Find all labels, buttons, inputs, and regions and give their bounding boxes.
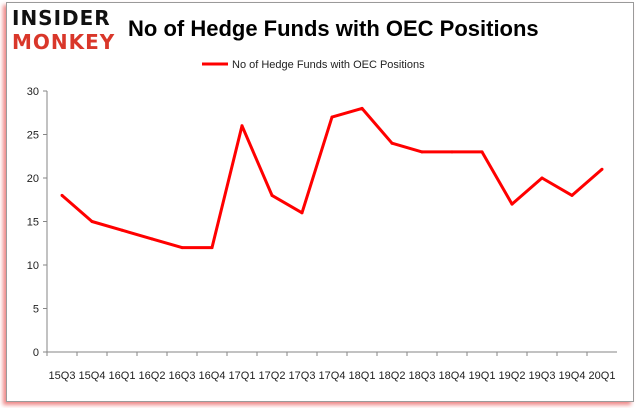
data-point xyxy=(540,176,544,180)
x-tick-label: 18Q3 xyxy=(409,370,436,382)
y-tick-label: 10 xyxy=(27,260,39,272)
x-tick-label: 16Q2 xyxy=(139,370,166,382)
data-point xyxy=(480,150,484,154)
data-point xyxy=(180,246,184,250)
x-tick-label: 19Q1 xyxy=(469,370,496,382)
x-tick-label: 15Q4 xyxy=(79,370,106,382)
y-tick-label: 30 xyxy=(27,86,39,98)
data-point xyxy=(120,228,124,232)
x-tick-label: 16Q4 xyxy=(199,370,226,382)
series-line xyxy=(61,106,603,250)
x-tick-label: 19Q4 xyxy=(559,370,586,382)
x-tick-label: 18Q1 xyxy=(349,370,376,382)
x-tick-label: 17Q4 xyxy=(319,370,346,382)
data-point xyxy=(150,237,154,241)
data-point xyxy=(330,115,334,119)
data-point xyxy=(420,150,424,154)
x-tick-label: 17Q2 xyxy=(259,370,286,382)
y-tick-label: 0 xyxy=(33,347,39,359)
x-tick-label: 16Q3 xyxy=(169,370,196,382)
data-point xyxy=(240,124,244,128)
x-tick-label: 19Q2 xyxy=(499,370,526,382)
data-point xyxy=(60,193,64,197)
x-tick-label: 18Q2 xyxy=(379,370,406,382)
data-point xyxy=(210,246,214,250)
x-tick-label: 19Q3 xyxy=(529,370,556,382)
chart-frame xyxy=(6,2,634,402)
x-tick-label: 18Q4 xyxy=(439,370,466,382)
x-tick-label: 20Q1 xyxy=(589,370,616,382)
logo-line2: MONKEY xyxy=(12,30,115,54)
data-point xyxy=(360,106,364,110)
data-point xyxy=(450,150,454,154)
y-tick-label: 15 xyxy=(27,217,39,229)
x-tick-label: 17Q3 xyxy=(289,370,316,382)
y-tick-label: 5 xyxy=(33,304,39,316)
data-point xyxy=(90,220,94,223)
data-point xyxy=(510,202,514,206)
data-point xyxy=(390,141,394,145)
x-tick-label: 16Q1 xyxy=(109,370,136,382)
chart-title: No of Hedge Funds with OEC Positions xyxy=(128,16,539,41)
data-point xyxy=(600,167,604,171)
data-point xyxy=(300,211,304,215)
y-tick-label: 25 xyxy=(27,130,39,142)
y-tick-label: 20 xyxy=(27,173,39,185)
legend-label: No of Hedge Funds with OEC Positions xyxy=(232,59,425,71)
logo-line1: INSIDER xyxy=(12,6,111,30)
x-tick-label: 17Q1 xyxy=(229,370,256,382)
data-point xyxy=(570,193,574,197)
x-tick-label: 15Q3 xyxy=(49,370,76,382)
data-point xyxy=(270,193,274,197)
